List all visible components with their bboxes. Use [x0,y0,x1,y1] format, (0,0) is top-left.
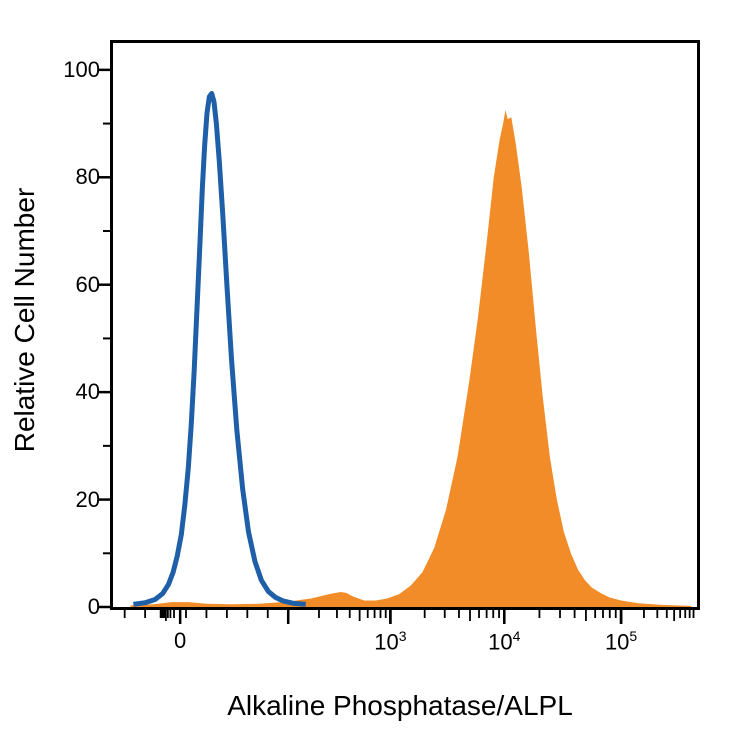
x-tick-label: 104 [488,628,520,655]
y-tick-label: 40 [55,379,100,405]
y-axis-ticks [90,40,110,610]
y-tick-label: 100 [55,57,100,83]
y-tick-label: 80 [55,164,100,190]
plot-area [110,40,700,610]
flow-cytometry-histogram: Relative Cell Number Alkaline Phosphatas… [0,0,743,743]
y-tick-label: 20 [55,487,100,513]
x-axis-label: Alkaline Phosphatase/ALPL [227,690,573,722]
x-tick-label: 103 [374,628,406,655]
series-filled [131,110,692,607]
plot-svg [113,43,697,607]
x-axis-ticks [110,610,700,630]
x-tick-label: 0 [174,628,186,654]
x-tick-label: 105 [605,628,637,655]
series-outline [133,93,305,604]
y-axis-label: Relative Cell Number [9,188,41,453]
y-tick-label: 0 [55,594,100,620]
y-tick-label: 60 [55,272,100,298]
